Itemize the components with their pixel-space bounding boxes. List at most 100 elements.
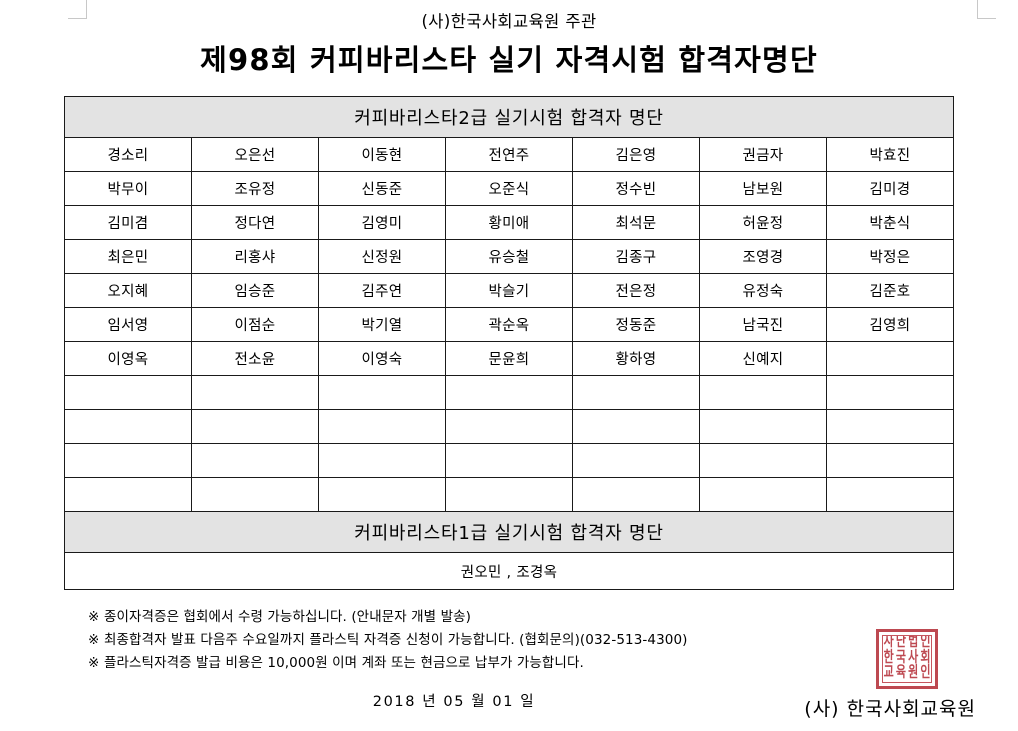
name-cell: 김준호	[826, 273, 954, 309]
seal-character: 교	[883, 663, 894, 681]
name-cell: 허윤정	[699, 205, 827, 241]
table-row: 임서영 이점순 박기열 곽순옥 정동준 남국진 김영희	[64, 307, 954, 343]
seal-character: 육	[895, 663, 906, 681]
name-cell: 곽순옥	[445, 307, 573, 343]
name-cell-empty	[699, 443, 827, 479]
seal-character: 인	[920, 635, 931, 650]
name-cell: 정다연	[191, 205, 319, 241]
name-cell-empty	[826, 477, 954, 513]
table-row: 오지혜 임승준 김주연 박슬기 전은정 유정숙 김준호	[64, 273, 954, 309]
note-bullet-icon: ※	[88, 609, 100, 626]
name-cell: 임서영	[64, 307, 192, 343]
seal-character: 회	[920, 647, 931, 666]
name-cell-empty	[826, 409, 954, 445]
name-cell-empty	[318, 409, 446, 445]
level1-table-wrap: 커피바리스타1급 실기시험 합격자 명단 권오민 , 조경옥	[64, 511, 954, 591]
name-cell: 박슬기	[445, 273, 573, 309]
name-cell: 오지혜	[64, 273, 192, 309]
seal-character: 국	[895, 647, 906, 666]
issuer-name: (사) 한국사회교육원	[804, 698, 976, 720]
name-cell: 신정원	[318, 239, 446, 275]
table-row	[64, 409, 954, 445]
name-cell: 김영미	[318, 205, 446, 241]
name-cell: 유승철	[445, 239, 573, 275]
level2-section-header: 커피바리스타2급 실기시험 합격자 명단	[64, 96, 954, 139]
name-cell-empty	[572, 409, 700, 445]
name-cell: 전은정	[572, 273, 700, 309]
name-cell-empty	[826, 443, 954, 479]
issue-date: 2018 년 05 월 01 일	[372, 693, 536, 710]
name-cell: 김주연	[318, 273, 446, 309]
name-cell: 전연주	[445, 137, 573, 173]
name-cell-empty	[445, 477, 573, 513]
name-cell: 박정은	[826, 239, 954, 275]
issuer-row: (사) 한국사회교육원	[804, 694, 976, 721]
name-cell: 신예지	[699, 341, 827, 377]
level2-section-header-row: 커피바리스타2급 실기시험 합격자 명단	[64, 96, 954, 139]
name-cell: 이동현	[318, 137, 446, 173]
name-cell: 오은선	[191, 137, 319, 173]
name-cell: 정동준	[572, 307, 700, 343]
name-cell: 박무이	[64, 171, 192, 207]
note-line: ※ 종이자격증은 협회에서 수령 가능하십니다. (안내문자 개별 발송)	[88, 606, 1018, 629]
name-cell-empty	[318, 375, 446, 411]
name-cell: 박기열	[318, 307, 446, 343]
footer-notes: ※ 종이자격증은 협회에서 수령 가능하십니다. (안내문자 개별 발송) ※ 최종합…	[88, 606, 1018, 676]
table-row	[64, 477, 954, 513]
name-cell: 박춘식	[826, 205, 954, 241]
table-row: 경소리 오은선 이동현 전연주 김은영 권금자 박효진	[64, 137, 954, 173]
name-cell-empty	[445, 375, 573, 411]
name-cell: 김미경	[826, 171, 954, 207]
name-cell-empty	[191, 443, 319, 479]
name-cell: 남보원	[699, 171, 827, 207]
level1-section-header: 커피바리스타1급 실기시험 합격자 명단	[64, 511, 954, 554]
name-cell: 리홍샤	[191, 239, 319, 275]
pass-list-table-wrap: 커피바리스타2급 실기시험 합격자 명단 경소리 오은선 이동현 전연주 김은영 권금자 박…	[64, 96, 954, 513]
name-cell: 유정숙	[699, 273, 827, 309]
note-bullet-icon: ※	[88, 655, 100, 672]
name-cell: 이점순	[191, 307, 319, 343]
print-margin-guide-top-left	[68, 0, 87, 19]
name-cell: 이영숙	[318, 341, 446, 377]
table-row	[64, 443, 954, 479]
name-cell-empty	[318, 443, 446, 479]
pass-list-table-body: 커피바리스타2급 실기시험 합격자 명단 경소리 오은선 이동현 전연주 김은영 권금자 박…	[64, 96, 954, 513]
name-cell: 오준식	[445, 171, 573, 207]
name-cell: 박효진	[826, 137, 954, 173]
name-cell-empty	[699, 375, 827, 411]
name-cell-empty	[572, 375, 700, 411]
seal-character: 단	[895, 635, 906, 650]
name-cell: 조영경	[699, 239, 827, 275]
pass-list-table: 커피바리스타2급 실기시험 합격자 명단 경소리 오은선 이동현 전연주 김은영 권금자 박…	[64, 96, 954, 513]
name-cell-empty	[318, 477, 446, 513]
note-line: ※ 플라스틱자격증 발급 비용은 10,000원 이며 계좌 또는 현금으로 납부…	[88, 652, 1018, 675]
note-text: 최종합격자 발표 다음주 수요일까지 플라스틱 자격증 신청이 가능합니다. (…	[104, 632, 688, 649]
table-row: 최은민 리홍샤 신정원 유승철 김종구 조영경 박정은	[64, 239, 954, 275]
name-cell-empty	[826, 375, 954, 411]
name-cell: 김은영	[572, 137, 700, 173]
name-cell: 정수빈	[572, 171, 700, 207]
level1-names-row: 권오민 , 조경옥	[64, 552, 954, 591]
seal-character: 법	[908, 635, 919, 650]
table-row: 이영옥 전소윤 이영숙 문윤희 황하영 신예지	[64, 341, 954, 377]
name-cell: 임승준	[191, 273, 319, 309]
name-cell: 남국진	[699, 307, 827, 343]
name-cell-empty	[64, 409, 192, 445]
seal-character: 사	[908, 647, 919, 666]
name-cell-empty	[699, 477, 827, 513]
name-cell-empty	[191, 477, 319, 513]
print-margin-guide-top-right	[977, 0, 996, 19]
name-cell-empty	[445, 443, 573, 479]
name-cell: 최석문	[572, 205, 700, 241]
name-cell: 황미애	[445, 205, 573, 241]
table-row: 김미겸 정다연 김영미 황미애 최석문 허윤정 박춘식	[64, 205, 954, 241]
note-line: ※ 최종합격자 발표 다음주 수요일까지 플라스틱 자격증 신청이 가능합니다. …	[88, 629, 1018, 652]
name-cell: 권금자	[699, 137, 827, 173]
name-cell: 전소윤	[191, 341, 319, 377]
name-cell: 조유정	[191, 171, 319, 207]
seal-character: 인	[920, 663, 931, 681]
name-cell-empty	[826, 341, 954, 377]
